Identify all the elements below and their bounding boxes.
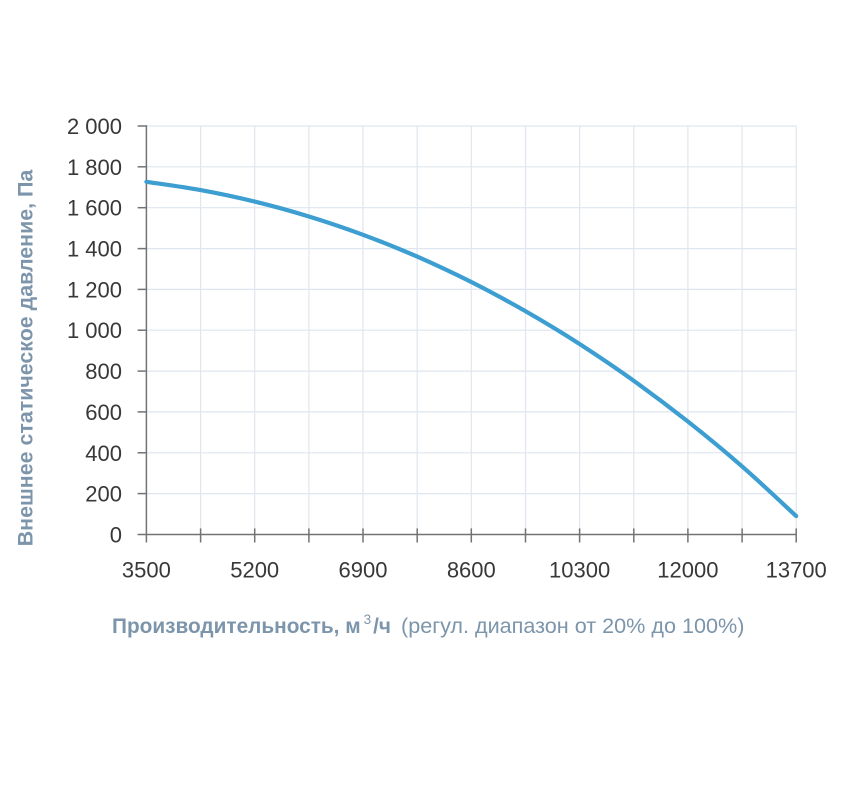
svg-text:1 200: 1 200	[67, 277, 122, 302]
svg-text:1 400: 1 400	[67, 237, 122, 262]
svg-text:0: 0	[110, 523, 122, 548]
svg-text:2 000: 2 000	[67, 114, 122, 139]
svg-text:6900: 6900	[339, 558, 388, 583]
svg-text:8600: 8600	[447, 558, 496, 583]
svg-text:1 000: 1 000	[67, 318, 122, 343]
svg-text:800: 800	[85, 359, 122, 384]
svg-text:3500: 3500	[122, 558, 171, 583]
svg-text:Производительность, м3/ч(регул: Производительность, м 3/ч (регул. диапазон…	[112, 612, 744, 638]
svg-text:Внешнее статическое давление,: Внешнее статическое давление, Па	[14, 169, 38, 547]
svg-text:10300: 10300	[549, 558, 610, 583]
svg-text:1 800: 1 800	[67, 155, 122, 180]
svg-text:600: 600	[85, 400, 122, 425]
svg-text:5200: 5200	[230, 558, 279, 583]
svg-text:400: 400	[85, 441, 122, 466]
svg-text:200: 200	[85, 482, 122, 507]
svg-text:1 600: 1 600	[67, 196, 122, 221]
svg-text:12000: 12000	[657, 558, 718, 583]
svg-text:13700: 13700	[766, 558, 827, 583]
